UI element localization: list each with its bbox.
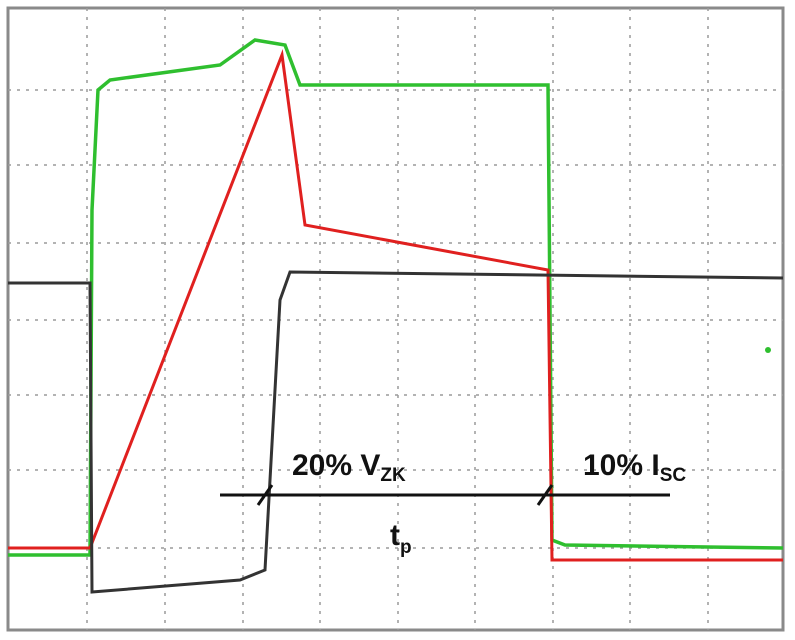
- black-trace: [8, 270, 784, 594]
- vzk-label: 20% VZK: [292, 449, 406, 486]
- marker-dot: [765, 347, 771, 353]
- label-subscript: ZK: [380, 465, 406, 486]
- end-tick: [536, 484, 554, 506]
- red-trace: [8, 49, 783, 562]
- isc-label: 10% ISC: [583, 449, 686, 486]
- label-subscript: SC: [660, 465, 687, 486]
- screen-border: [6, 6, 785, 632]
- tp-label: tp: [390, 519, 412, 558]
- label-subscript: p: [400, 537, 412, 558]
- start-tick: [256, 484, 274, 506]
- label-main: t: [390, 519, 400, 552]
- label-main: 10% I: [583, 449, 660, 482]
- label-main: 20% V: [292, 449, 380, 482]
